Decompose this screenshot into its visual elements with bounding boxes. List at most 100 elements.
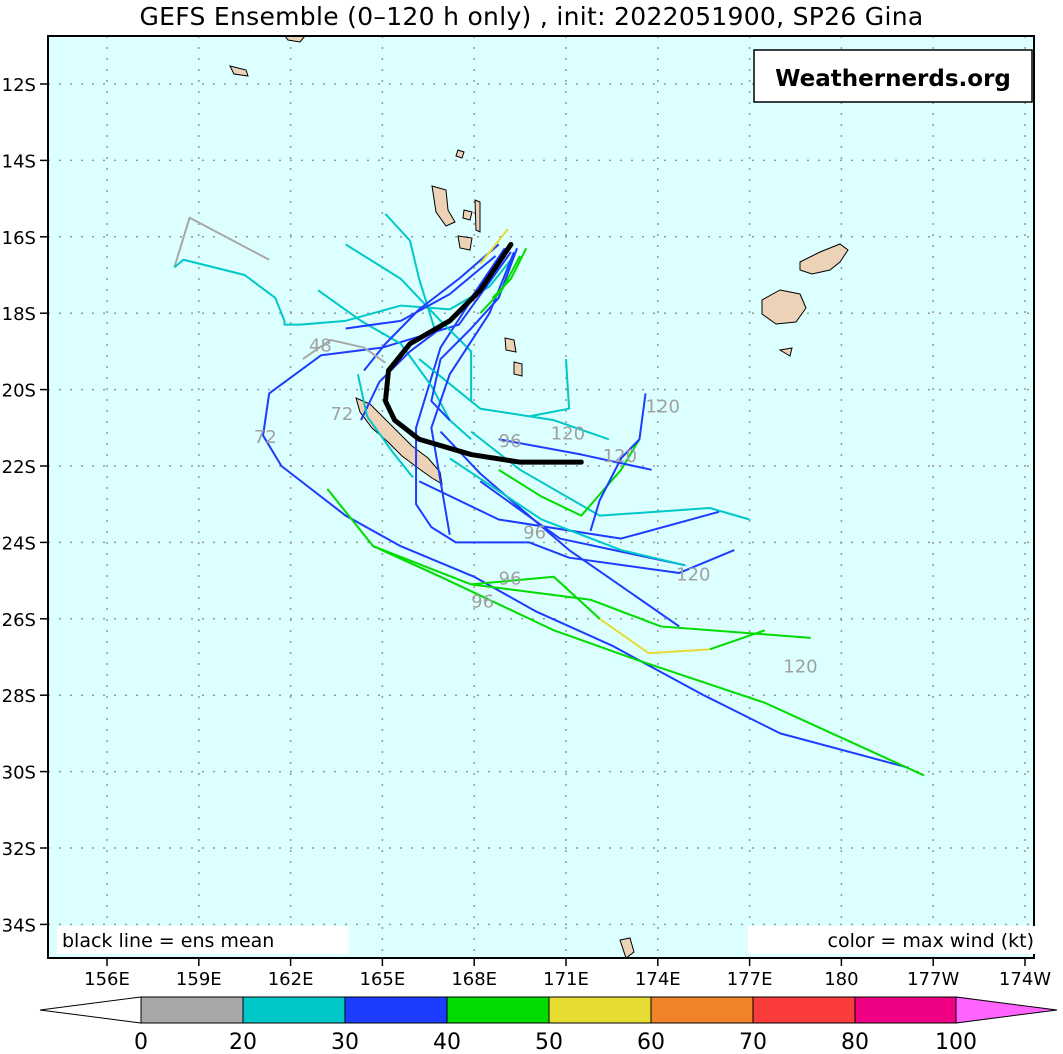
ensemble-tracks [173, 213, 925, 777]
longitude-axis: 156E 159E 162E 165E 168E 171E 174E 177E 180 177W 1… [84, 958, 1051, 990]
member-track [439, 430, 680, 628]
member-track [415, 247, 735, 574]
lat-tick-label: 14S [2, 151, 36, 172]
lat-tick-label: 20S [2, 381, 36, 402]
colorbar-segment [140, 996, 244, 1024]
member-track [418, 358, 610, 441]
colorbar-segment [548, 996, 652, 1024]
member-track [498, 438, 641, 517]
member-track [317, 289, 472, 441]
watermark-box: Weathernerds.org [753, 49, 1033, 103]
colorbar-over-arrow [955, 996, 1058, 1024]
lat-tick-label: 30S [2, 763, 36, 784]
colorbar: 0 20 30 40 50 60 70 80 100 [39, 996, 1058, 1054]
island [229, 65, 249, 77]
member-track [479, 255, 521, 314]
forecast-hour-label: 120 [676, 565, 710, 586]
watermark-text: Weathernerds.org [775, 66, 1011, 92]
island [778, 347, 793, 357]
member-track [360, 247, 506, 421]
forecast-hour-label: 120 [783, 656, 817, 677]
colorbar-label: 0 [134, 1030, 148, 1054]
lon-tick-label: 171E [543, 969, 589, 990]
member-track [498, 438, 652, 471]
vanuatu-island [474, 199, 481, 233]
land-masses [229, 35, 849, 959]
legend-ensemble-mean: black line = ens mean [62, 930, 274, 952]
lon-tick-label: 174E [635, 969, 681, 990]
vanuatu-island [462, 209, 473, 221]
member-track [470, 430, 750, 521]
fiji-viti-levu [761, 289, 807, 325]
colorbar-label: 20 [229, 1030, 257, 1054]
member-track [418, 480, 720, 540]
lon-tick-label: 180 [824, 969, 858, 990]
island [455, 149, 465, 159]
colorbar-segment [752, 996, 856, 1024]
forecast-hour-label: 48 [309, 335, 332, 356]
member-track [479, 480, 686, 567]
member-track [173, 255, 515, 326]
forecast-hour-label: 96 [523, 523, 546, 544]
colorbar-segment [242, 996, 346, 1024]
lon-tick-label: 174W [999, 969, 1051, 990]
lat-tick-label: 18S [2, 304, 36, 325]
lon-tick-label: 177E [727, 969, 773, 990]
lon-tick-label: 162E [268, 969, 314, 990]
forecast-hour-label: 96 [499, 568, 522, 589]
colorbar-label: 60 [637, 1030, 665, 1054]
member-track [529, 358, 571, 418]
member-track [363, 243, 500, 372]
ensemble-mean-track [382, 241, 584, 465]
mean-track-line [382, 241, 584, 465]
colorbar-label: 40 [433, 1030, 461, 1054]
vanuatu-island [513, 361, 523, 377]
lon-tick-label: 177W [907, 969, 959, 990]
vanuatu-island [457, 235, 473, 251]
lat-tick-label: 28S [2, 686, 36, 707]
map-frame [47, 35, 1035, 959]
member-track [491, 247, 528, 299]
member-track [709, 629, 766, 651]
colorbar-label: 80 [841, 1030, 869, 1054]
colorbar-segment [854, 996, 957, 1024]
lat-tick-label: 34S [2, 915, 36, 936]
colorbar-under-arrow [39, 996, 142, 1024]
colorbar-label: 70 [739, 1030, 767, 1054]
member-track [471, 575, 601, 620]
forecast-hour-label: 96 [499, 431, 522, 452]
forecast-hour-label: 120 [551, 423, 585, 444]
chart-title: GEFS Ensemble (0–120 h only) , init: 202… [139, 2, 924, 31]
lat-tick-label: 22S [2, 457, 36, 478]
forecast-hour-label: 72 [330, 404, 353, 425]
member-track [372, 545, 811, 639]
forecast-hour-label: 72 [254, 427, 277, 448]
forecast-hour-label: 120 [603, 446, 637, 467]
colorbar-segment [650, 996, 754, 1024]
member-track [302, 338, 387, 364]
fiji-vanua-levu [799, 243, 849, 275]
lon-tick-label: 165E [360, 969, 406, 990]
member-track [599, 617, 710, 655]
legend-color-meaning: color = max wind (kt) [828, 930, 1034, 952]
colorbar-label: 50 [535, 1030, 563, 1054]
member-track [589, 393, 647, 532]
member-track [345, 255, 497, 330]
lon-tick-label: 156E [84, 969, 130, 990]
member-track [479, 228, 509, 265]
colorbar-segment [344, 996, 448, 1024]
member-track [173, 216, 270, 268]
lon-tick-label: 159E [176, 969, 222, 990]
member-track [345, 243, 473, 402]
lon-tick-label: 168E [451, 969, 497, 990]
lat-tick-label: 32S [2, 839, 36, 860]
lat-tick-label: 26S [2, 610, 36, 631]
member-track [449, 457, 686, 567]
vanuatu-island [431, 185, 456, 227]
forecast-hour-label: 120 [646, 397, 680, 418]
latitude-axis: 12S 14S 16S 18S 20S 22S 24S 26S 28S 30S 32S 34S [2, 75, 48, 936]
member-track [356, 374, 414, 479]
island [619, 937, 635, 959]
